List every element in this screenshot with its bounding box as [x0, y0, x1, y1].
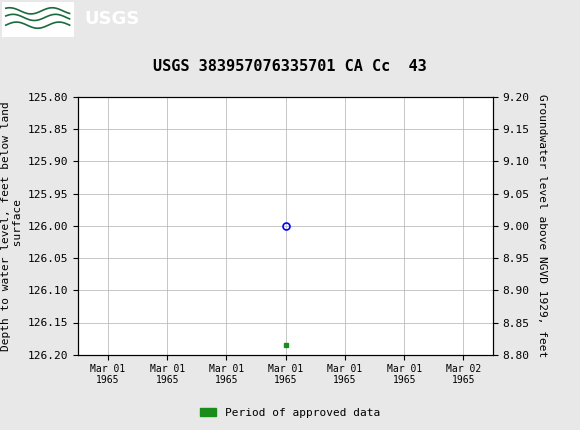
Text: USGS: USGS	[84, 10, 139, 28]
Y-axis label: Depth to water level, feet below land
 surface: Depth to water level, feet below land su…	[1, 101, 23, 350]
Legend: Period of approved data: Period of approved data	[195, 403, 385, 422]
Bar	[3, 3, 72, 36]
Text: USGS 383957076335701 CA Cc  43: USGS 383957076335701 CA Cc 43	[153, 59, 427, 74]
Y-axis label: Groundwater level above NGVD 1929, feet: Groundwater level above NGVD 1929, feet	[536, 94, 547, 357]
